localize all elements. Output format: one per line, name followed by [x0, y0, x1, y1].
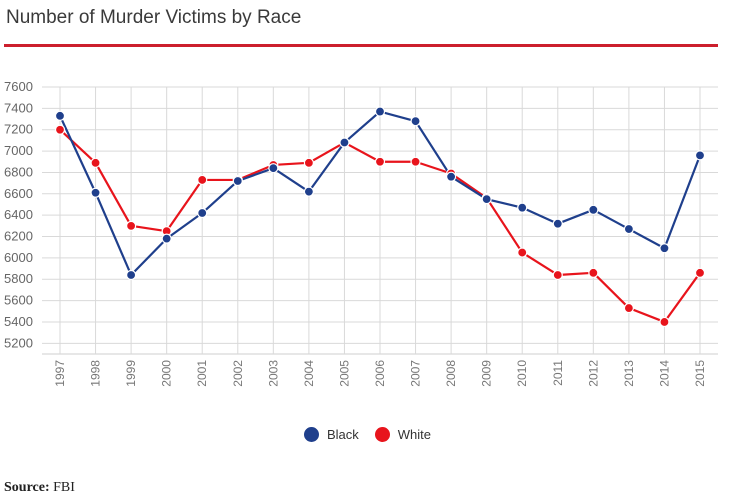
y-tick-label: 5400: [4, 314, 33, 329]
y-tick-label: 5600: [4, 293, 33, 308]
data-point-white: [54, 124, 66, 135]
x-tick-label: 2003: [266, 360, 280, 387]
data-point-black: [90, 187, 101, 198]
data-point-white: [410, 156, 421, 167]
data-point-black: [232, 175, 243, 187]
legend-label-white: White: [397, 427, 432, 442]
x-tick-label: 1999: [124, 360, 138, 387]
data-point-white: [197, 174, 208, 186]
y-tick-label: 5200: [4, 335, 33, 350]
x-tick-label: 2015: [693, 360, 707, 387]
y-tick-label: 6200: [4, 229, 33, 244]
data-point-black: [694, 150, 706, 161]
legend: Black White: [0, 427, 735, 442]
x-tick-label: 2007: [409, 360, 423, 387]
source-note: Source: FBI: [4, 480, 75, 496]
data-point-black: [54, 110, 66, 121]
legend-item-white: White: [374, 427, 432, 442]
y-tick-label: 7600: [4, 79, 33, 94]
line-chart: 5200 5400 5600 5800 6000 6200 6400 6600 6800 7000…: [4, 79, 718, 387]
data-point-white: [694, 267, 706, 278]
source-value: FBI: [53, 480, 75, 495]
x-tick-label: 1997: [53, 360, 67, 387]
x-tick-label: 2013: [622, 360, 636, 387]
y-tick-label: 7000: [4, 143, 33, 158]
data-point-black: [481, 194, 492, 205]
x-tick-label: 2006: [373, 360, 387, 387]
legend-item-black: Black: [303, 427, 359, 442]
data-point-white: [126, 220, 137, 231]
y-tick-label: 5800: [4, 271, 33, 286]
y-tick-label: 6400: [4, 207, 33, 222]
x-tick-label: 2009: [480, 360, 494, 387]
y-tick-label: 7400: [4, 100, 33, 115]
data-point-white: [659, 316, 670, 328]
data-point-white: [303, 157, 314, 168]
x-tick-label: 2010: [515, 360, 529, 387]
x-tick-label: 2012: [586, 360, 600, 387]
x-tick-label: 2008: [444, 360, 458, 387]
data-point-white: [552, 269, 563, 281]
y-tick-label: 7200: [4, 122, 33, 137]
data-point-black: [339, 137, 350, 148]
data-point-black: [659, 243, 670, 254]
y-tick-label: 6600: [4, 186, 33, 201]
x-tick-label: 2014: [657, 360, 671, 387]
data-point-black: [410, 116, 421, 127]
x-tick-label: 2002: [231, 360, 245, 387]
data-point-black: [552, 218, 563, 229]
data-point-white: [374, 156, 386, 167]
legend-marker-white: [374, 427, 390, 442]
y-tick-label: 6800: [4, 164, 33, 179]
x-tick-label: 2000: [160, 360, 174, 387]
data-point-white: [588, 267, 599, 278]
data-point-black: [517, 202, 528, 213]
data-point-black: [588, 204, 599, 215]
title-divider: [4, 44, 718, 47]
legend-label-black: Black: [326, 427, 359, 442]
data-point-black: [197, 207, 208, 219]
data-point-white: [90, 157, 101, 168]
x-tick-label: 2004: [302, 360, 316, 387]
source-label: Source:: [4, 480, 50, 495]
x-tick-label: 1998: [89, 360, 103, 387]
x-tick-label: 2005: [337, 360, 351, 387]
data-point-black: [446, 171, 457, 182]
data-point-black: [161, 233, 172, 244]
data-point-black: [303, 186, 314, 197]
legend-marker-black: [303, 427, 319, 442]
data-point-white: [623, 302, 634, 314]
chart-title: Number of Murder Victims by Race: [6, 7, 302, 28]
x-tick-label: 2001: [195, 360, 209, 387]
data-point-white: [517, 247, 528, 258]
data-point-black: [126, 269, 137, 281]
x-tick-label: 2011: [551, 360, 565, 386]
data-point-black: [268, 163, 279, 174]
data-point-black: [374, 106, 386, 117]
y-tick-label: 6000: [4, 250, 33, 265]
data-point-black: [623, 223, 634, 235]
